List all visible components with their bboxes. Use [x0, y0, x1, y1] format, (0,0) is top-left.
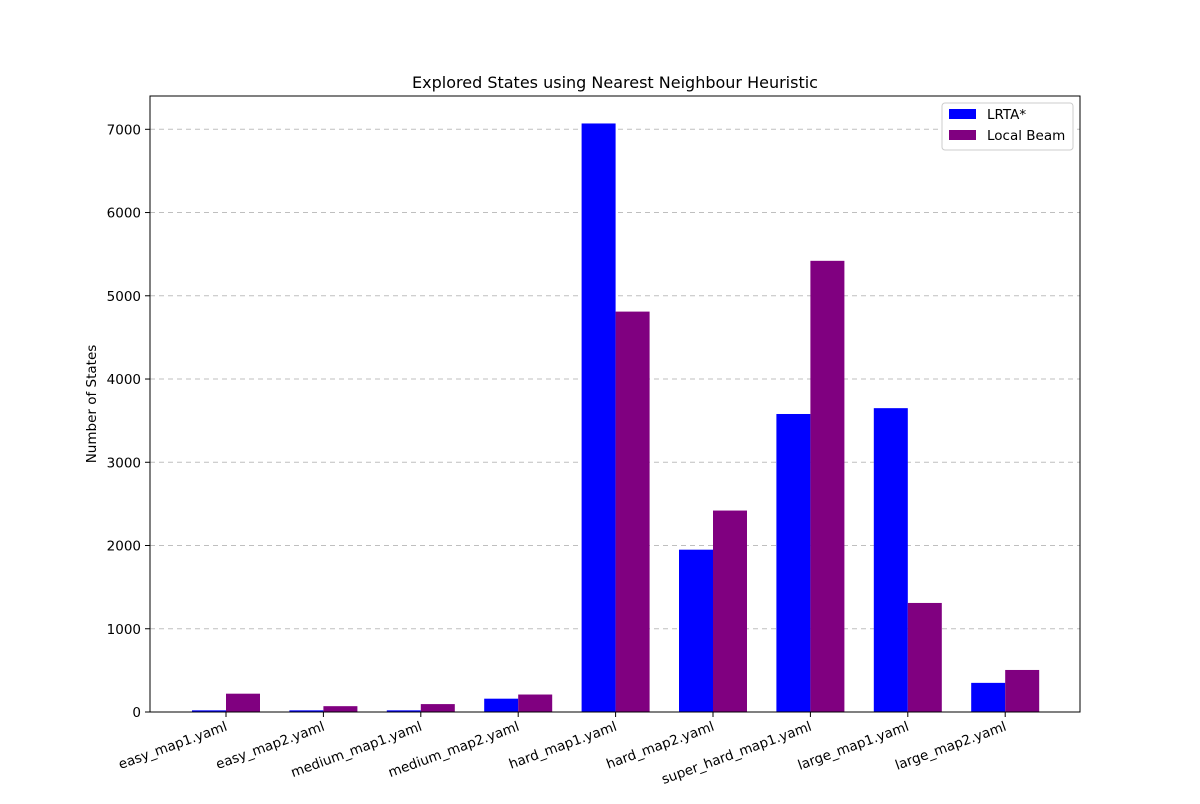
- bar-local-beam: [907, 602, 942, 712]
- bar-lrta: [581, 123, 616, 712]
- bar-lrta: [776, 413, 811, 712]
- bar-local-beam: [226, 693, 260, 712]
- bar-lrta: [289, 710, 324, 712]
- legend-swatch-local-beam: [949, 130, 976, 140]
- y-tick-label: 7000: [107, 122, 141, 138]
- legend-swatch-lrta: [949, 109, 976, 119]
- y-tick-label: 0: [132, 705, 141, 721]
- bar-lrta: [679, 549, 713, 712]
- bar-local-beam: [420, 704, 455, 712]
- bar-local-beam: [1005, 669, 1040, 712]
- y-axis-label: Number of States: [84, 345, 100, 464]
- bar-lrta: [386, 710, 421, 712]
- y-tick-label: 4000: [107, 372, 141, 388]
- x-tick-label: large_map2.yaml: [893, 719, 1008, 774]
- bar-lrta: [192, 710, 226, 712]
- legend: LRTA* Local Beam: [941, 102, 1074, 151]
- bar-local-beam: [713, 510, 747, 712]
- legend-label-lrta: LRTA*: [987, 107, 1026, 123]
- chart-title: Explored States using Nearest Neighbour …: [412, 73, 818, 92]
- bar-local-beam: [323, 706, 358, 712]
- y-tick-label: 2000: [107, 539, 141, 555]
- legend-label-local-beam: Local Beam: [987, 128, 1065, 144]
- y-axis: 0 1000 2000 3000 4000 5000 6000 7000: [107, 122, 150, 721]
- bar-lrta: [484, 698, 519, 712]
- gridlines: [150, 128, 1080, 630]
- y-tick-label: 1000: [107, 622, 141, 638]
- bar-local-beam: [518, 694, 553, 712]
- x-tick-label: easy_map1.yaml: [116, 719, 229, 773]
- plot-area-frame: [149, 95, 1081, 713]
- bars: [192, 123, 1040, 712]
- bar-lrta: [971, 682, 1006, 712]
- x-axis: easy_map1.yamleasy_map2.yamlmedium_map1.…: [116, 712, 1009, 788]
- bar-local-beam: [615, 311, 650, 712]
- y-tick-label: 3000: [107, 455, 141, 471]
- x-tick-label: hard_map1.yaml: [507, 719, 619, 773]
- y-tick-label: 5000: [107, 289, 141, 305]
- x-tick-label: large_map1.yaml: [796, 719, 911, 774]
- bar-local-beam: [810, 260, 845, 712]
- bar-lrta: [873, 408, 908, 712]
- y-tick-label: 6000: [107, 206, 141, 222]
